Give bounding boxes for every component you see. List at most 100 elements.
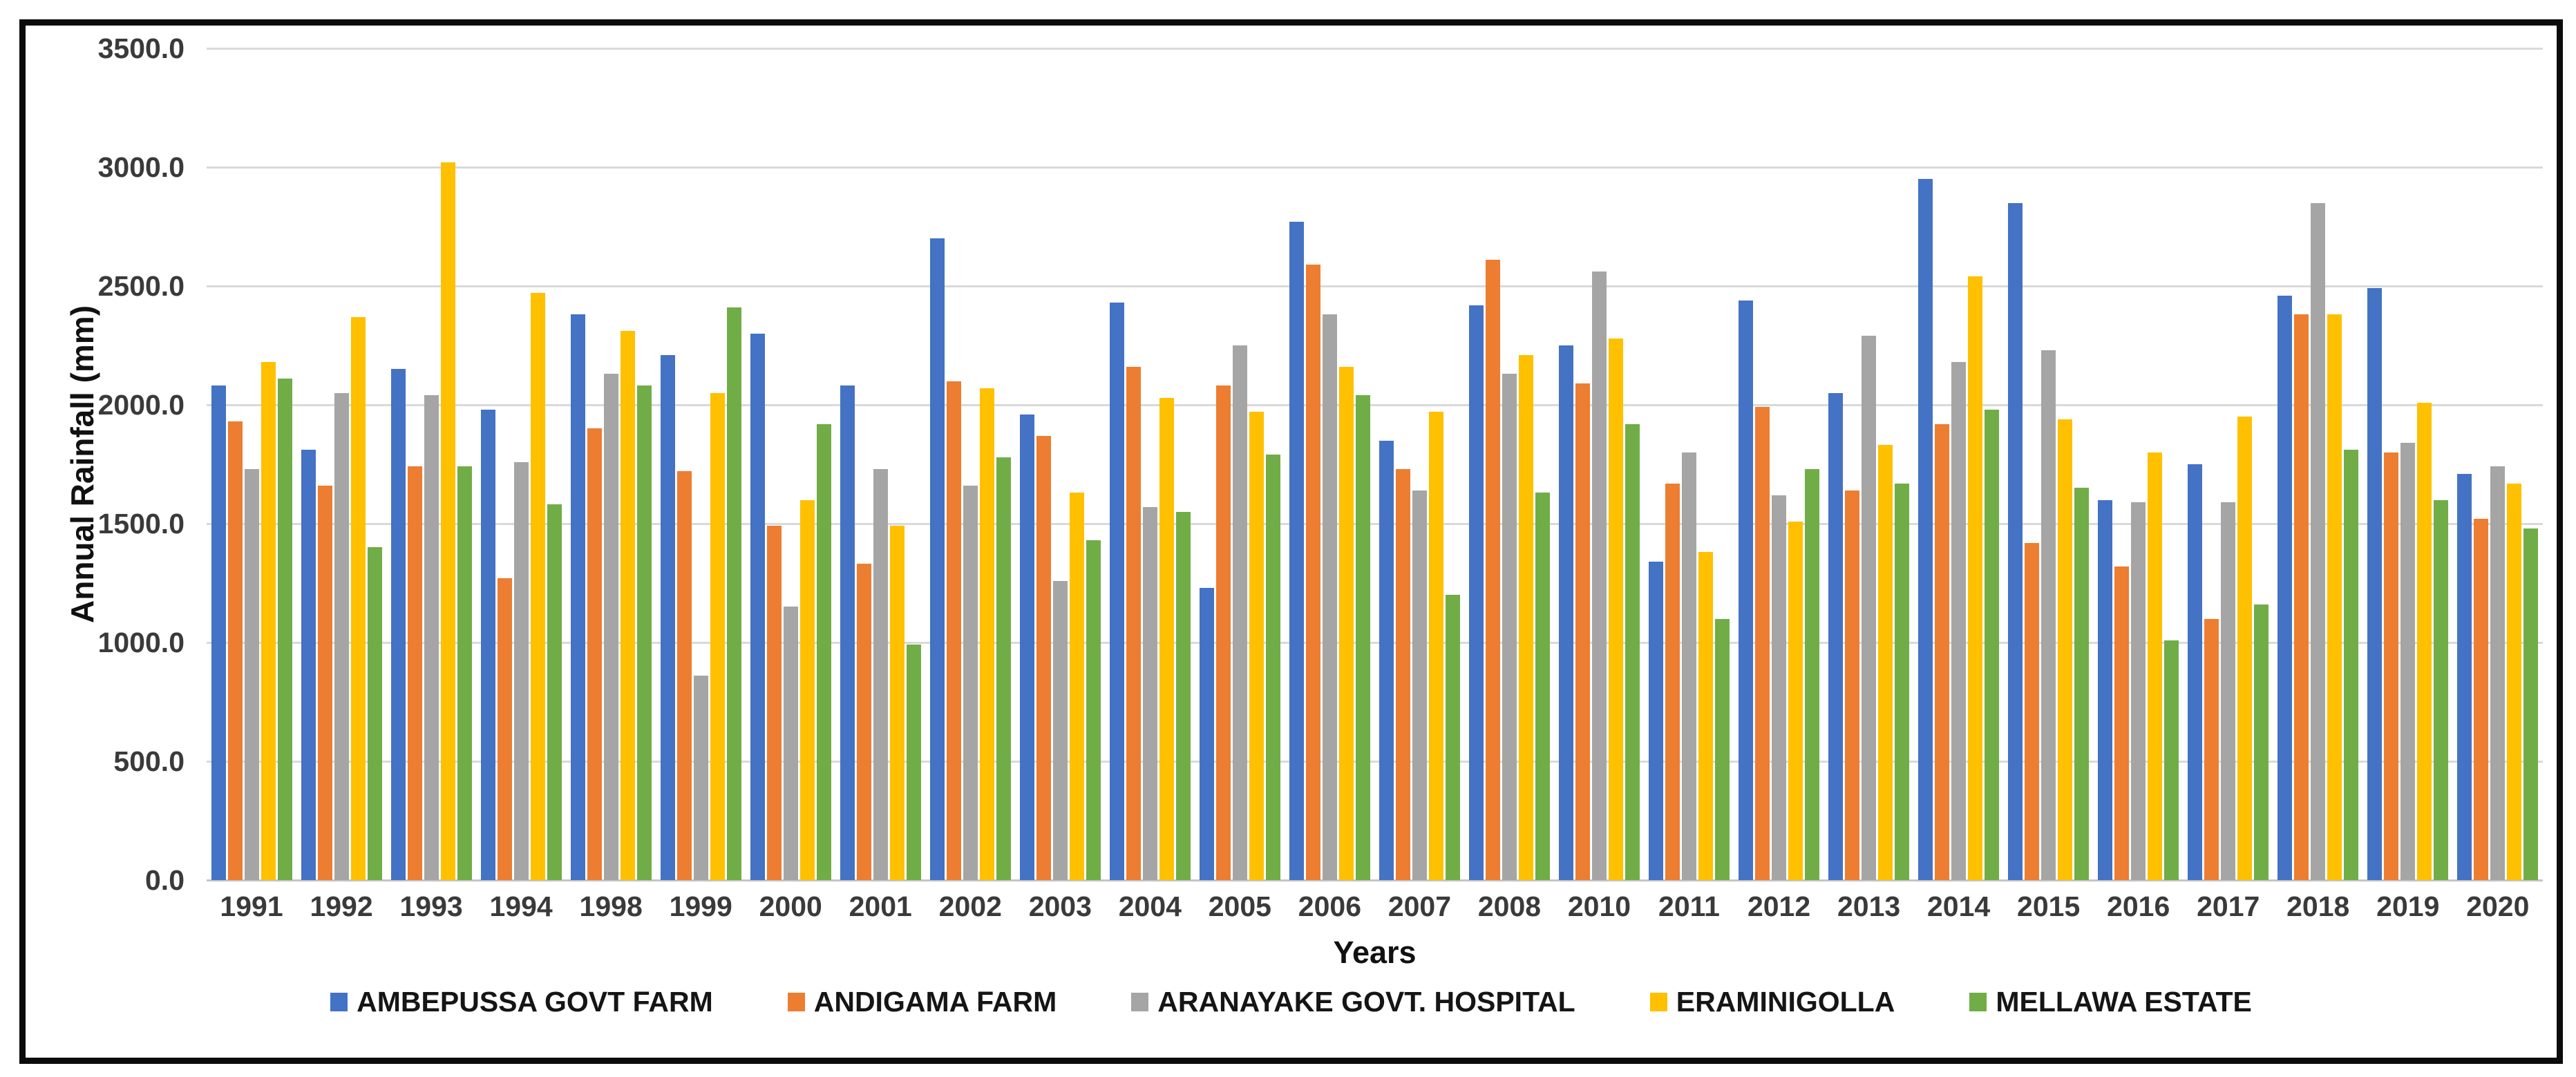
bar <box>1715 618 1730 880</box>
bar <box>277 379 292 880</box>
bar-group-1993 <box>386 48 476 880</box>
bar <box>799 499 815 880</box>
bar <box>1665 483 1680 880</box>
bar <box>1052 580 1068 880</box>
bar <box>1591 271 1607 880</box>
bar <box>2474 519 2489 880</box>
bar <box>1558 345 1573 880</box>
bar <box>1445 595 1460 880</box>
y-tick-label: 500.0 <box>113 745 184 777</box>
bar <box>2254 604 2269 880</box>
legend-label: MELLAWA ESTATE <box>1996 986 2252 1018</box>
bar-group-2017 <box>2184 48 2273 880</box>
bar <box>1215 385 1231 880</box>
y-tick-label: 3000.0 <box>97 151 184 183</box>
bar <box>2367 288 2383 880</box>
bar <box>2058 419 2073 880</box>
bar <box>1159 397 1174 880</box>
x-tick-label: 2001 <box>849 890 912 922</box>
gridline <box>207 761 2543 763</box>
legend-label: AMBEPUSSA GOVT FARM <box>357 986 713 1018</box>
x-tick-label: 2007 <box>1388 890 1452 922</box>
bar <box>856 564 871 880</box>
bar <box>1265 455 1280 880</box>
bar-group-2002 <box>925 48 1015 880</box>
bar-group-2014 <box>1914 48 2004 880</box>
bar <box>2277 295 2293 880</box>
bar-group-2000 <box>746 48 835 880</box>
gridline <box>207 166 2543 169</box>
gridline <box>207 642 2543 644</box>
gridline <box>207 523 2543 525</box>
bar <box>1249 412 1264 880</box>
bar <box>766 526 782 880</box>
legend-swatch-icon <box>787 993 805 1011</box>
bars-layer <box>207 48 2543 880</box>
bar <box>570 314 585 880</box>
bar <box>2417 402 2432 880</box>
x-tick-label: 2010 <box>1567 890 1631 922</box>
bar <box>906 645 921 880</box>
bar <box>480 409 495 880</box>
bar <box>1109 303 1124 880</box>
x-tick-label: 2019 <box>2376 890 2440 922</box>
bar <box>1428 412 1443 880</box>
y-tick-label: 1000.0 <box>97 627 184 658</box>
bar-group-1994 <box>476 48 566 880</box>
bar <box>1395 468 1410 880</box>
bar <box>1918 179 1933 880</box>
bar-group-2018 <box>2273 48 2363 880</box>
bar <box>2188 464 2203 880</box>
x-tick-label: 2017 <box>2197 890 2260 922</box>
bar-group-2010 <box>1554 48 1644 880</box>
legend-label: ERAMINIGOLLA <box>1676 986 1895 1018</box>
bar <box>1739 300 1754 880</box>
x-axis-line <box>207 879 2543 881</box>
bar <box>1412 490 1427 880</box>
bar <box>390 369 406 880</box>
bar <box>783 607 798 880</box>
bar <box>424 395 439 880</box>
bar <box>587 428 602 880</box>
x-tick-label: 2018 <box>2286 890 2350 922</box>
legend-item: ERAMINIGOLLA <box>1649 986 1895 1018</box>
bar <box>2131 502 2146 880</box>
bar <box>1951 362 1967 880</box>
bar <box>889 526 905 880</box>
y-tick-label: 2500.0 <box>97 270 184 302</box>
bar <box>710 392 725 880</box>
legend-item: ANDIGAMA FARM <box>787 986 1057 1018</box>
bar <box>301 450 316 880</box>
gridline <box>207 48 2543 50</box>
bar <box>2523 528 2539 880</box>
bar <box>407 466 422 880</box>
bar <box>660 354 675 880</box>
bar <box>1845 490 1860 880</box>
x-tick-label: 1994 <box>489 890 553 922</box>
bar <box>1649 562 1664 880</box>
bar <box>2327 314 2342 880</box>
bar <box>530 293 545 880</box>
bar <box>1878 445 1893 880</box>
y-tick-label: 2000.0 <box>97 389 184 421</box>
y-tick-label: 3500.0 <box>97 32 184 64</box>
bar <box>1608 338 1623 880</box>
bar <box>1535 493 1550 880</box>
bar <box>227 421 243 880</box>
bar-group-2005 <box>1195 48 1285 880</box>
bar <box>929 238 945 880</box>
bar <box>1575 383 1590 880</box>
legend-item: AMBEPUSSA GOVT FARM <box>330 986 713 1018</box>
bar <box>1142 506 1157 880</box>
bar <box>2041 350 2056 880</box>
bar-group-2003 <box>1015 48 1105 880</box>
y-tick-label: 1500.0 <box>97 508 184 540</box>
bar <box>2384 452 2399 880</box>
bar <box>244 468 259 880</box>
bar <box>350 316 366 880</box>
bar <box>547 504 562 880</box>
bar <box>979 388 994 880</box>
bar <box>261 362 276 880</box>
bar <box>1502 374 1517 880</box>
bar <box>2434 499 2449 880</box>
